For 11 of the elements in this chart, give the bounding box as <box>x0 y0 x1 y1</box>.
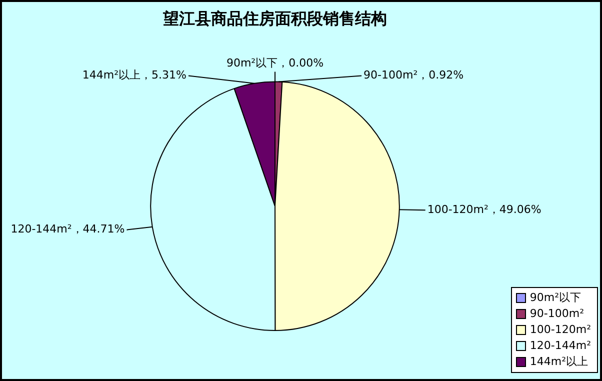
legend-label: 100-120m² <box>530 322 591 338</box>
data-label: 120-144m²，44.71% <box>10 222 125 236</box>
data-label: 100-120m²，49.06% <box>427 202 542 216</box>
data-label: 90-100m²，0.92% <box>364 68 464 82</box>
legend-label: 90-100m² <box>530 306 584 322</box>
legend-label: 120-144m² <box>530 338 591 354</box>
legend-label: 144m²以上 <box>530 354 588 370</box>
legend-label: 90m²以下 <box>530 290 582 306</box>
chart-title: 望江县商品住房面积段销售结构 <box>162 8 387 28</box>
text: 90m²以下，0.00% <box>226 56 324 70</box>
data-label: 144m²以上，5.31% <box>82 68 186 82</box>
